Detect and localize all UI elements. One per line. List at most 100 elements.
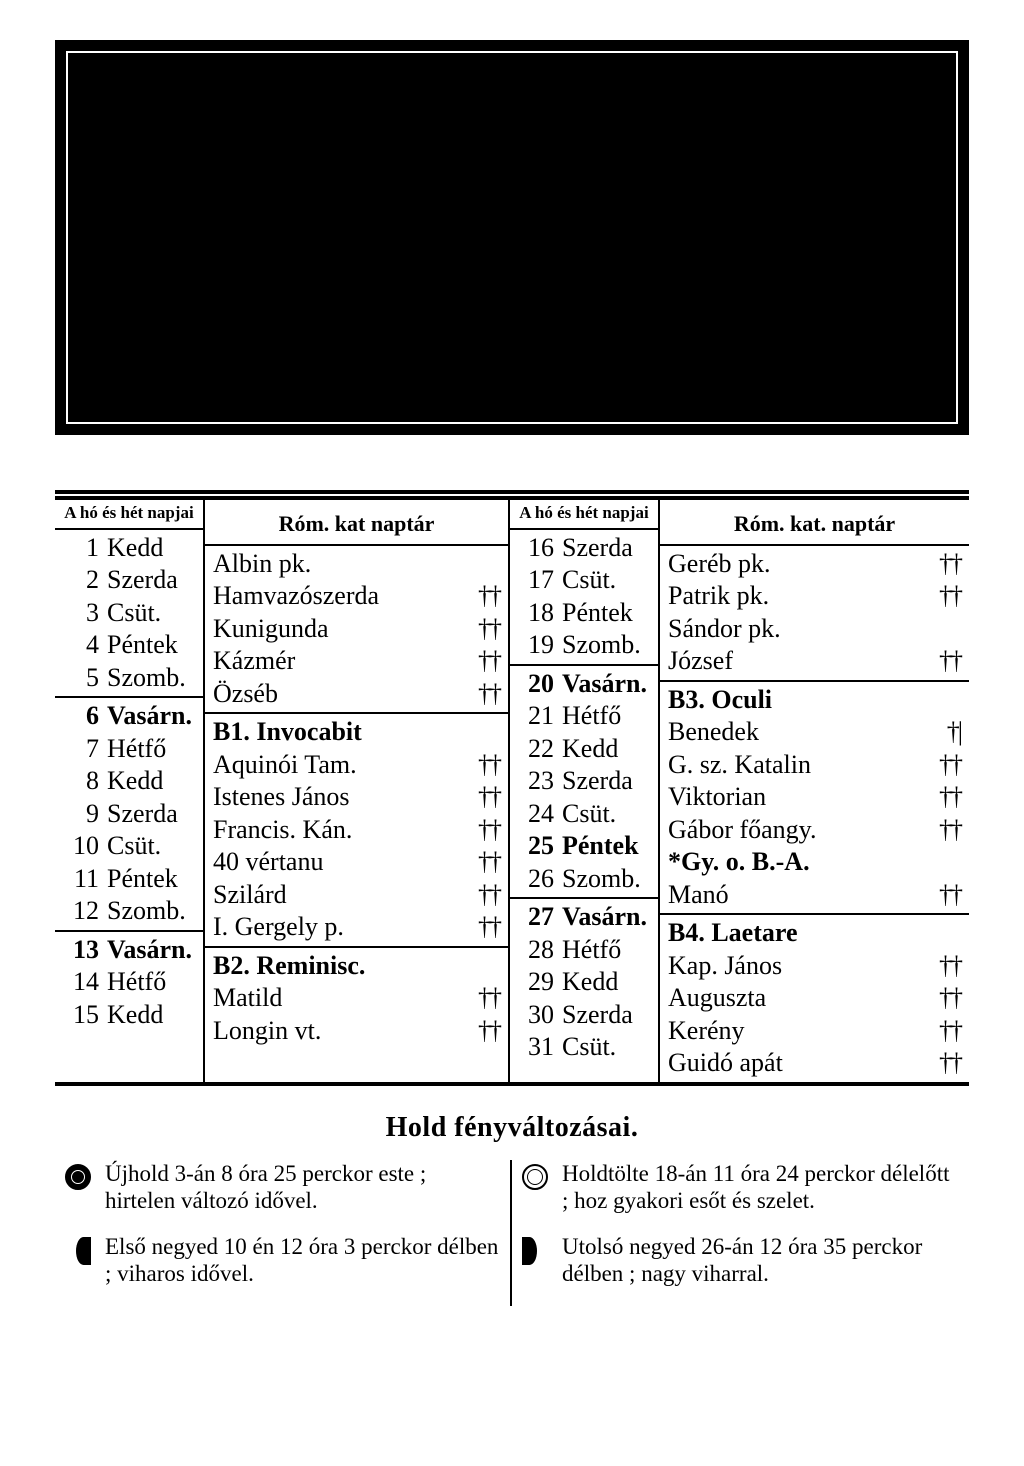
day-number: 25 <box>518 830 554 863</box>
day-row: 6Vasárn. <box>63 700 195 733</box>
day-number: 8 <box>63 765 99 798</box>
day-name: Szerda <box>562 532 633 565</box>
feast-mark: †† <box>939 814 961 847</box>
day-row: 8Kedd <box>63 765 195 798</box>
feast-mark: †† <box>478 580 500 613</box>
feast-row: Özséb†† <box>213 678 500 711</box>
day-number: 27 <box>518 901 554 934</box>
feast-row: Benedek†| <box>668 716 961 749</box>
feast-mark: †† <box>478 982 500 1015</box>
feast-row: Kunigunda†† <box>213 613 500 646</box>
feast-name: I. Gergely p. <box>213 911 344 944</box>
feast-row: Gábor főangy.†† <box>668 814 961 847</box>
day-row: 20Vasárn. <box>518 668 650 701</box>
feast-row: Guidó apát†† <box>668 1047 961 1080</box>
header-days-right: A hó és hét napjai <box>510 500 658 530</box>
feast-name: Albin pk. <box>213 548 311 581</box>
moon-phase-text: Újhold 3-án 8 óra 25 perckor este ; hirt… <box>105 1160 500 1215</box>
feast-name: Patrik pk. <box>668 580 769 613</box>
image-placeholder-inner <box>66 51 958 424</box>
moon-phase-text: Első negyed 10 én 12 óra 3 perckor délbe… <box>105 1233 500 1288</box>
feast-mark: †† <box>478 613 500 646</box>
feast-row: Matild†† <box>213 982 500 1015</box>
day-number: 16 <box>518 532 554 565</box>
day-number: 6 <box>63 700 99 733</box>
feast-block: Albin pk.Hamvazószerda††Kunigunda††Kázmé… <box>205 546 508 715</box>
feast-row: Viktorian†† <box>668 781 961 814</box>
top-divider <box>55 490 969 500</box>
column-days-left: A hó és hét napjai 1Kedd2Szerda3Csüt.4Pé… <box>55 500 205 1082</box>
day-row: 27Vasárn. <box>518 901 650 934</box>
calendar-table: A hó és hét napjai 1Kedd2Szerda3Csüt.4Pé… <box>55 500 969 1086</box>
feast-row: Geréb pk.†† <box>668 548 961 581</box>
day-row: 4Péntek <box>63 629 195 662</box>
day-number: 1 <box>63 532 99 565</box>
feast-row: 40 vértanu†† <box>213 846 500 879</box>
image-placeholder-frame <box>55 40 969 435</box>
day-name: Vasárn. <box>562 901 647 934</box>
day-number: 22 <box>518 733 554 766</box>
feast-mark: †† <box>939 879 961 912</box>
feast-mark: †† <box>939 548 961 581</box>
day-name: Szerda <box>562 999 633 1032</box>
day-name: Szerda <box>107 564 178 597</box>
feast-block: B2. Reminisc.Matild††Longin vt.†† <box>205 948 508 1050</box>
day-number: 23 <box>518 765 554 798</box>
moon-first-icon <box>76 1237 91 1265</box>
day-number: 10 <box>63 830 99 863</box>
day-number: 21 <box>518 700 554 733</box>
moon-new-icon <box>65 1164 91 1190</box>
day-name: Szomb. <box>562 629 641 662</box>
column-feasts-left: Róm. kat naptár Albin pk.Hamvazószerda††… <box>205 500 510 1082</box>
feast-row: B1. Invocabit <box>213 716 500 749</box>
feast-name: B2. Reminisc. <box>213 950 365 983</box>
feast-mark: †† <box>939 645 961 678</box>
feast-mark: †† <box>478 911 500 944</box>
feast-mark: †| <box>947 716 961 749</box>
feast-block: B1. InvocabitAquinói Tam.††Istenes János… <box>205 714 508 948</box>
day-name: Hétfő <box>562 700 621 733</box>
feast-name: Kap. János <box>668 950 782 983</box>
feast-mark: †† <box>939 1047 961 1080</box>
day-number: 29 <box>518 966 554 999</box>
day-row: 7Hétfő <box>63 733 195 766</box>
feast-name: *Gy. o. B.-A. <box>668 846 810 879</box>
header-feasts-right: Róm. kat. naptár <box>660 500 969 546</box>
header-days-left: A hó és hét napjai <box>55 500 203 530</box>
feast-mark: †† <box>939 950 961 983</box>
day-name: Kedd <box>107 765 163 798</box>
feast-row: Kerény†† <box>668 1015 961 1048</box>
moon-full-icon <box>522 1164 548 1190</box>
day-block: 16Szerda17Csüt.18Péntek19Szomb. <box>510 530 658 666</box>
day-name: Péntek <box>107 863 178 896</box>
feast-row: B3. Oculi <box>668 684 961 717</box>
day-row: 26Szomb. <box>518 863 650 896</box>
moon-last-icon <box>522 1237 537 1265</box>
feast-row: B2. Reminisc. <box>213 950 500 983</box>
feast-mark: †† <box>478 814 500 847</box>
day-row: 9Szerda <box>63 798 195 831</box>
feast-mark: †† <box>939 580 961 613</box>
day-block: 20Vasárn.21Hétfő22Kedd23Szerda24Csüt.25P… <box>510 666 658 900</box>
feast-row: Albin pk. <box>213 548 500 581</box>
moon-phase-item: Holdtölte 18-án 11 óra 24 perckor délelő… <box>522 1160 959 1215</box>
day-name: Hétfő <box>107 966 166 999</box>
feast-mark: †† <box>478 846 500 879</box>
feast-row: Kázmér†† <box>213 645 500 678</box>
feast-name: Istenes János <box>213 781 349 814</box>
moon-phase-item: Újhold 3-án 8 óra 25 perckor este ; hirt… <box>65 1160 500 1215</box>
day-name: Kedd <box>562 966 618 999</box>
feast-mark: †† <box>939 982 961 1015</box>
day-name: Csüt. <box>107 830 161 863</box>
feast-name: Manó <box>668 879 729 912</box>
feast-block: B3. OculiBenedek†|G. sz. Katalin††Viktor… <box>660 682 969 916</box>
day-name: Csüt. <box>562 1031 616 1064</box>
feast-mark: †† <box>478 749 500 782</box>
day-number: 24 <box>518 798 554 831</box>
moon-column-right: Holdtölte 18-án 11 óra 24 perckor délelő… <box>512 1160 969 1306</box>
feast-mark: †† <box>478 678 500 711</box>
day-name: Péntek <box>107 629 178 662</box>
day-block: 1Kedd2Szerda3Csüt.4Péntek5Szomb. <box>55 530 203 699</box>
feast-mark: †† <box>478 781 500 814</box>
day-number: 26 <box>518 863 554 896</box>
